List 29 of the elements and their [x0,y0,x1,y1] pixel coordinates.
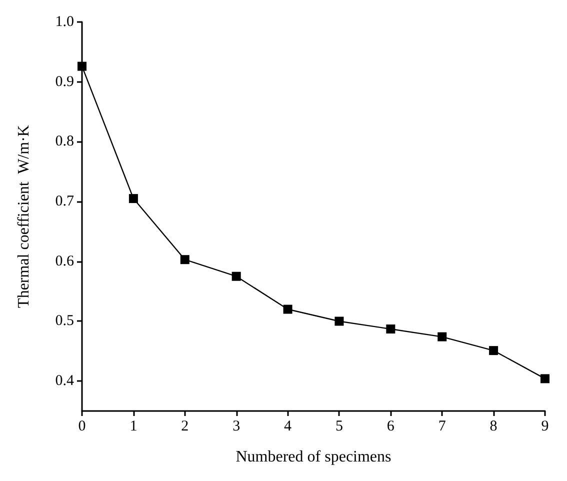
y-tick-label: 0.9 [55,74,74,90]
x-tick-label: 2 [181,418,189,434]
point [128,194,138,204]
x-tick-label: 8 [490,418,498,434]
y-tick-label: 0.6 [55,253,74,270]
point [540,374,550,384]
y-tick-label: 0.8 [55,134,74,150]
y-tick-label: 0.7 [55,194,74,210]
point [438,332,447,342]
point [78,62,86,71]
x-tick-label: 6 [386,418,395,434]
point [334,316,344,326]
x-tick-label: 0 [78,418,86,434]
y-tick-label: 0.4 [55,373,74,390]
x-tick-label: 7 [438,418,446,434]
x-tick-label: 5 [335,418,343,434]
x-tick-label: 9 [541,418,549,434]
point [386,324,396,334]
x-tick-label: 1 [130,418,138,434]
y-tick-label: 1.0 [55,14,74,30]
x-tick-label: 3 [232,418,240,434]
x-tick-label: 4 [284,418,292,434]
y-tick-label: 0.5 [55,313,74,330]
point [489,346,498,356]
x-axis-title: Numbered of specimens [236,448,392,466]
y-axis-title: Thermal coefficient W/m·K [16,124,32,308]
point [232,272,241,281]
point [283,304,292,314]
point [180,255,190,264]
